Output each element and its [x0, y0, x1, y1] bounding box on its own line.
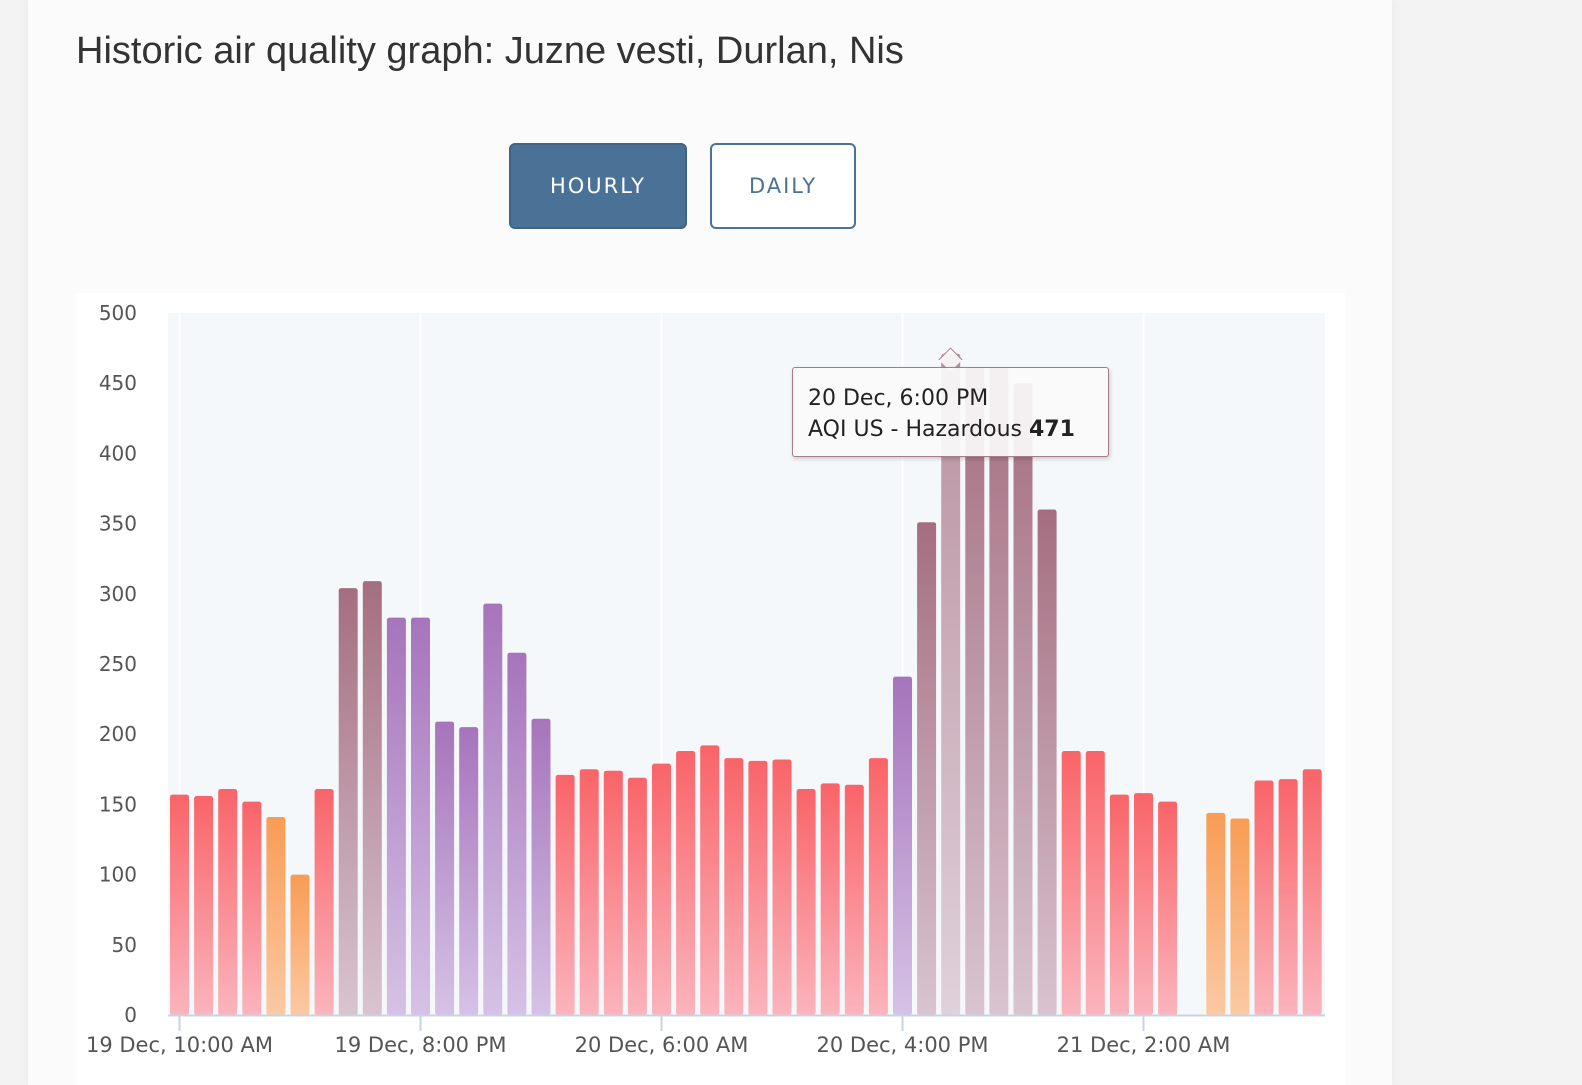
page-title: Historic air quality graph: Juzne vesti,…	[76, 30, 904, 72]
aqi-bar[interactable]	[603, 770, 623, 1015]
aqi-bar[interactable]	[772, 759, 792, 1015]
tooltip-label: AQI US - Hazardous	[808, 417, 1022, 442]
aqi-bar[interactable]	[1037, 509, 1057, 1015]
aqi-bar[interactable]	[820, 783, 840, 1015]
aqi-bar[interactable]	[1302, 769, 1322, 1015]
aqi-bar-chart: 0 50 100 150 200 250 300 350 400 450 500 19 Dec, 10…	[86, 301, 1325, 1057]
aqi-bar[interactable]	[868, 758, 888, 1015]
aqi-bar[interactable]	[1085, 751, 1105, 1015]
x-tick-label: 19 Dec, 10:00 AM	[86, 1033, 273, 1057]
tooltip-value: 471	[1029, 417, 1075, 442]
y-tick-label: 300	[99, 582, 137, 606]
aqi-bar[interactable]	[531, 718, 551, 1015]
y-tick-label: 100	[99, 863, 137, 887]
x-tick-label: 20 Dec, 4:00 PM	[817, 1033, 989, 1057]
chart-panel: 0 50 100 150 200 250 300 350 400 450 500 19 Dec, 10…	[76, 293, 1345, 1085]
aqi-bar[interactable]	[893, 676, 912, 1015]
aqi-bar[interactable]	[338, 588, 358, 1015]
aqi-bar[interactable]	[844, 784, 864, 1015]
aqi-bar[interactable]	[652, 763, 671, 1015]
aqi-bar[interactable]	[290, 874, 310, 1015]
aqi-bar[interactable]	[483, 603, 503, 1015]
daily-button[interactable]: DAILY	[710, 143, 856, 229]
aqi-bar[interactable]	[1206, 812, 1226, 1015]
aqi-bar[interactable]	[266, 817, 286, 1015]
hourly-button[interactable]: HOURLY	[509, 143, 687, 229]
aqi-bar[interactable]	[627, 777, 647, 1015]
aqi-bar[interactable]	[314, 788, 334, 1015]
aqi-bar[interactable]	[1230, 818, 1250, 1015]
aqi-bar[interactable]	[748, 760, 768, 1015]
aqi-bar[interactable]	[724, 758, 744, 1015]
aqi-bar[interactable]	[194, 795, 214, 1015]
x-tick-label: 20 Dec, 6:00 AM	[575, 1033, 749, 1057]
aqi-bar[interactable]	[362, 581, 382, 1015]
tooltip-time: 20 Dec, 6:00 PM	[808, 386, 989, 411]
aqi-bar[interactable]	[555, 774, 575, 1015]
aqi-bar[interactable]	[965, 367, 985, 1015]
y-tick-label: 150	[99, 792, 137, 816]
x-tick-label: 21 Dec, 2:00 AM	[1057, 1033, 1231, 1057]
aqi-bar[interactable]	[242, 801, 262, 1015]
y-tick-label: 250	[99, 652, 137, 676]
aqi-bar[interactable]	[1158, 801, 1178, 1015]
plot-background	[168, 313, 1325, 1015]
aqi-bar[interactable]	[507, 652, 527, 1015]
y-tick-label: 50	[112, 933, 137, 957]
y-tick-label: 0	[124, 1003, 137, 1027]
aqi-bar[interactable]	[1278, 779, 1298, 1015]
aqi-bar[interactable]	[435, 721, 455, 1015]
aqi-bar[interactable]	[989, 367, 1009, 1015]
y-tick-label: 500	[99, 301, 137, 325]
chart-tooltip: 20 Dec, 6:00 PM AQI US - Hazardous 471	[792, 367, 1109, 457]
aqi-bar[interactable]	[676, 751, 696, 1015]
y-tick-label: 450	[99, 371, 137, 395]
aqi-bar[interactable]	[1013, 383, 1033, 1015]
aqi-bar[interactable]	[1109, 794, 1129, 1015]
aqi-bar[interactable]	[941, 353, 961, 1015]
aqi-bar[interactable]	[579, 769, 599, 1015]
aqi-bar[interactable]	[170, 794, 189, 1015]
tooltip-reading: AQI US - Hazardous 471	[808, 414, 1108, 445]
aqi-bar[interactable]	[459, 727, 479, 1015]
aqi-bar[interactable]	[1061, 751, 1081, 1015]
aqi-bar[interactable]	[386, 617, 406, 1015]
y-tick-label: 200	[99, 722, 137, 746]
aqi-bar[interactable]	[218, 788, 238, 1015]
y-tick-label: 350	[99, 512, 137, 536]
aqi-bar[interactable]	[700, 745, 720, 1015]
x-tick-label: 19 Dec, 8:00 PM	[335, 1033, 507, 1057]
aqi-bar[interactable]	[917, 522, 937, 1015]
aqi-bar[interactable]	[1254, 780, 1274, 1015]
aqi-bar[interactable]	[796, 788, 816, 1015]
aqi-bar[interactable]	[1134, 793, 1153, 1015]
aqi-bar[interactable]	[411, 617, 430, 1015]
y-tick-label: 400	[99, 441, 137, 465]
